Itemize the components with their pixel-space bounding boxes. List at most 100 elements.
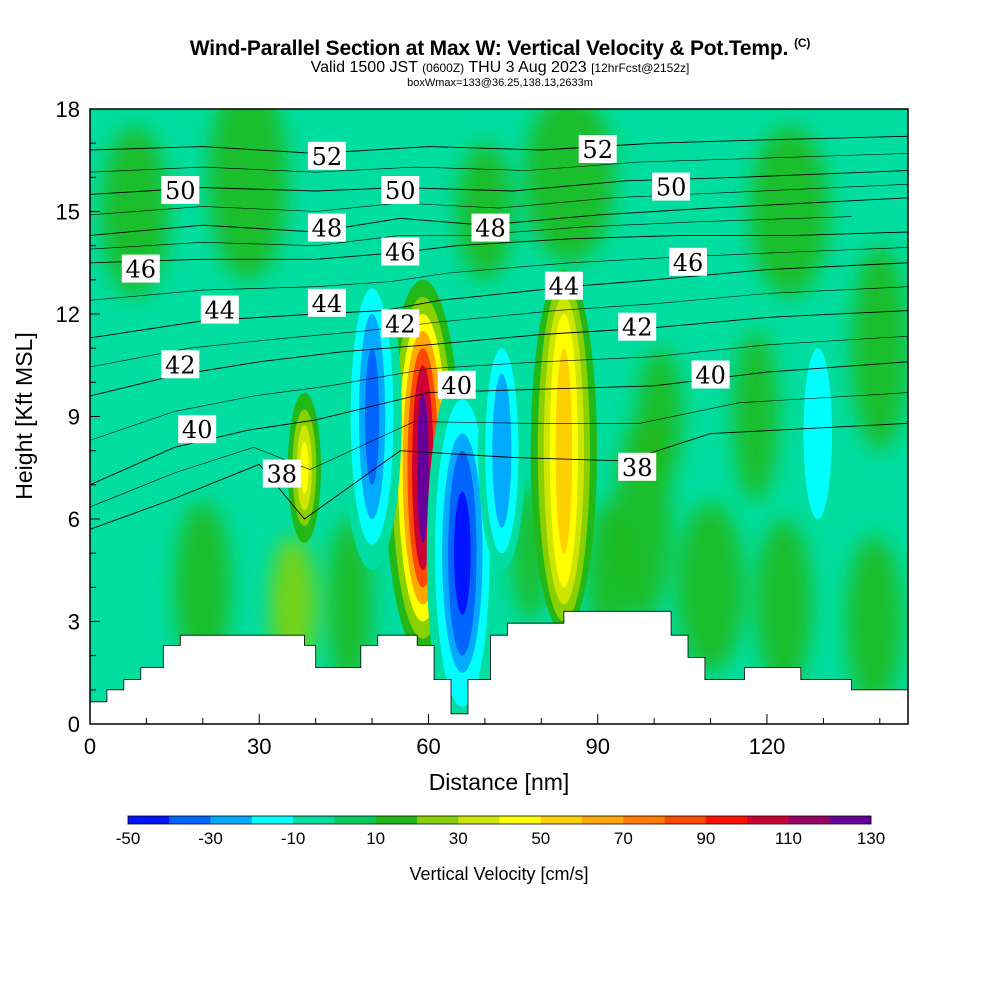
contour-label-box [471,213,510,242]
y-axis-label: Height [Kft MSL] [11,332,37,499]
colorbar-swatch [499,816,542,824]
y-tick-label: 15 [56,200,80,225]
contour-label-text: 48 [312,215,343,243]
field-texture-patch [208,109,288,280]
contour-label: 46 [669,247,707,277]
colorbar-swatch [829,816,872,824]
y-tick-label: 18 [56,97,80,122]
theta-contour-52 [90,135,908,154]
contour-label: 46 [121,254,160,284]
contour-label-box [307,141,346,170]
subtitle-forecast: [12hrFcst@2152z] [591,61,690,75]
colorbar-swatch [582,816,624,824]
colorbar-tick-label: 10 [366,829,385,848]
contour-labels: 52 52 50 50 50 48 48 46 46 46 44 44 44 42 42 42 40 40 40 38… [121,135,730,489]
y-tick-label: 12 [56,302,80,327]
contour-label-box [652,172,691,201]
terrain [90,610,908,724]
w-cell-band [492,373,512,528]
contour-label: 38 [618,452,657,482]
subtitle-valid: Valid 1500 JST [310,59,418,76]
theta-contour-minor [90,286,908,368]
contour-label-box [121,254,160,283]
contour-label: 50 [161,176,200,205]
copyright-mark: (C) [794,36,811,50]
contour-label-box [578,135,617,163]
colorbar-swatch [293,816,335,824]
contour-label-text: 46 [385,239,416,267]
colorbar-label: Vertical Velocity [cm/s] [409,864,588,884]
contour-label-text: 40 [695,362,726,390]
contour-label: 48 [307,213,346,243]
contour-label-text: 38 [267,461,298,489]
y-tick-label: 0 [68,712,80,737]
contour-label-box [161,350,200,379]
contour-label: 48 [471,213,510,243]
field-texture-patch [676,501,745,673]
contour-label-text: 50 [656,174,687,202]
subtitle-date: THU 3 Aug 2023 [468,59,587,76]
w-cell-band [300,442,309,494]
contour-label-box [178,415,217,444]
contour-label-box [262,459,301,488]
contour-label-box [437,370,476,399]
colorbar-swatch [169,816,211,824]
w-cell-band [364,348,380,485]
potential-temperature-contours [90,135,908,530]
contour-label-text: 42 [165,351,196,379]
colorbar-tick-label: 30 [449,829,468,848]
colorbar-swatch [251,816,294,824]
colorbar-tick-label: 70 [614,829,633,848]
colorbar-tick-label: 90 [696,829,715,848]
colorbar-tick-label: -50 [116,829,141,848]
w-cell-3 [530,269,598,632]
colorbar-swatch [788,816,831,824]
theta-contour-minor [90,392,908,508]
contour-label-box [381,237,420,266]
theta-contour-44 [90,262,908,339]
field-texture-patch [851,245,908,451]
contour-label-text: 48 [475,215,506,243]
x-tick-label: 60 [416,734,440,759]
contour-label-text: 52 [312,143,343,171]
field-texture-patch [733,331,779,502]
contour-label: 44 [200,295,239,325]
w-cell-7 [803,348,832,519]
contour-label-text: 50 [165,177,196,205]
field-texture-patch [524,109,615,263]
field-texture-patch [586,501,632,639]
colorbar-swatch [623,816,665,824]
colorbar-tick-label: -10 [281,829,306,848]
contour-label: 52 [307,141,346,171]
contour-label-text: 40 [441,372,472,400]
w-cell-5 [342,262,402,571]
y-tick-label: 6 [68,507,80,532]
colorbar-swatch [128,816,170,824]
terrain-profile [90,610,908,724]
field-texture [101,109,908,707]
axes: 0 30 60 90 120 0 3 6 9 12 15 18 [56,97,881,759]
contour-label-text: 50 [385,177,416,205]
field-texture-patch [755,519,813,690]
contour-label: 44 [544,271,583,301]
theta-contour-48 [90,197,908,236]
colorbar-frame [127,815,872,825]
x-tick-label: 30 [247,734,271,759]
colorbar-swatch [747,816,789,824]
contour-label-text: 44 [205,297,236,325]
chart-info-line: boxWmax=133@36.25,138.13,2633m [407,77,593,89]
theta-contour-50 [90,170,908,195]
colorbar-swatch [210,816,253,824]
contour-label-box [307,213,346,242]
contour-label-box [307,288,346,317]
field-texture-patch [456,143,514,280]
contour-label-box [381,176,420,204]
colorbar-swatch [664,816,707,824]
colorbar: -50 -30 -10 10 30 50 70 90 110 130 [116,815,885,848]
theta-contour-38 [90,422,908,530]
contour-label: 40 [178,415,217,444]
x-tick-label: 90 [585,734,609,759]
colorbar-tick-label: 110 [775,829,802,848]
contour-label-text: 44 [312,290,343,318]
